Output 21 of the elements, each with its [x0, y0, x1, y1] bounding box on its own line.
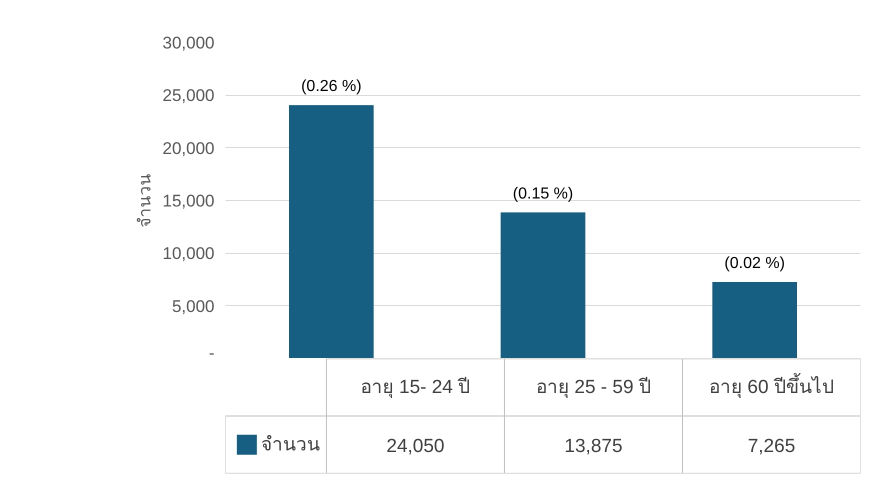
- y-tick-label: 20,000: [162, 138, 215, 158]
- data-label: 13,875: [564, 436, 623, 457]
- annotation: (0.26 %): [301, 78, 362, 96]
- y-tick-label: 5,000: [172, 296, 215, 316]
- y-tick-label: -: [208, 344, 215, 362]
- bar: [500, 212, 586, 358]
- x-tick-label: อายุ 15- 24 ปี: [360, 376, 470, 399]
- bar: [289, 105, 374, 358]
- y-tick-label: 15,000: [162, 192, 215, 210]
- annotation: (0.02 %): [724, 254, 785, 272]
- y-tick-label: 10,000: [162, 244, 215, 264]
- annotation: (0.15 %): [512, 185, 574, 202]
- data-label: 7,265: [748, 436, 796, 457]
- y-tick-label: 25,000: [162, 86, 215, 106]
- legend-label: จำนวน: [261, 434, 320, 456]
- data-label: 24,050: [386, 436, 445, 457]
- x-tick-label: อายุ 25 - 59 ปี: [536, 376, 651, 399]
- bar: [712, 282, 797, 358]
- y-tick-label: 30,000: [162, 34, 215, 52]
- y-axis-title: จำนวน: [136, 174, 155, 228]
- x-tick-label: อายุ 60 ปีขึ้นไป: [709, 372, 834, 399]
